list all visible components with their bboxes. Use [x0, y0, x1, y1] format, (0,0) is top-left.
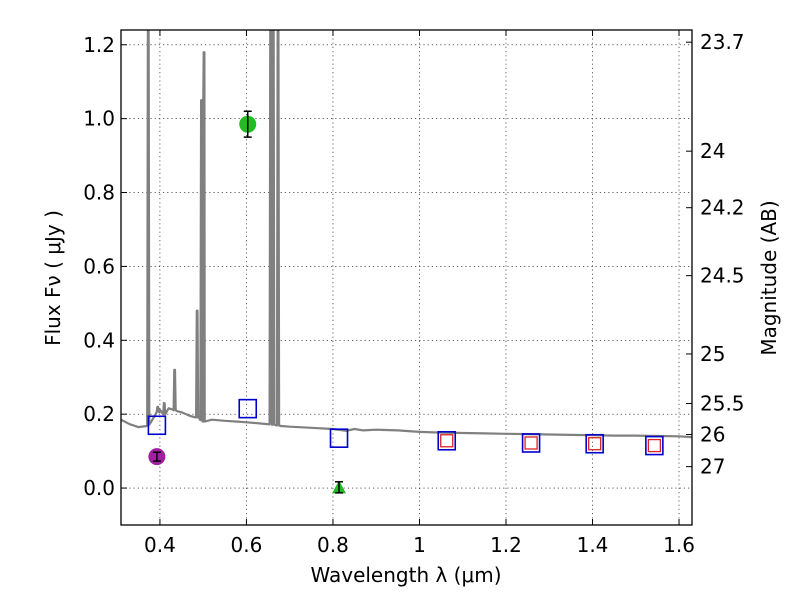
x-tick-label: 0.6 [231, 533, 263, 557]
mag-tick-label: 24.2 [700, 196, 745, 220]
observed-nir-square [440, 434, 454, 448]
model-photometry-square [585, 433, 604, 454]
y-tick-label: 0.6 [83, 254, 115, 278]
x-tick-label: 0.4 [144, 533, 176, 557]
grid-lines [121, 30, 692, 525]
mag-tick-label: 24 [700, 139, 725, 163]
mag-tick-label: 23.7 [700, 30, 745, 54]
sed-model-line [121, 30, 692, 439]
x-tick-label: 0.8 [317, 533, 349, 557]
plot-frame [120, 29, 693, 526]
y-axis-label: Flux Fν ( μJy ) [41, 210, 65, 346]
x-tick-label: 1 [413, 533, 426, 557]
x-tick-label: 1.6 [663, 533, 695, 557]
y-tick-label: 0.8 [83, 181, 115, 205]
mag-tick-label: 25 [700, 342, 725, 366]
mag-tick-label: 25.5 [700, 391, 745, 415]
observed-nir-square [647, 438, 662, 453]
mag-tick-label: 26 [700, 422, 725, 446]
mag-tick-label: 24.5 [700, 264, 745, 288]
model-photometry-square [437, 430, 457, 451]
y-tick-label: 0.2 [83, 402, 115, 426]
model-photometry-square [329, 428, 349, 448]
x-axis-label: Wavelength λ (μm) [310, 563, 501, 587]
y-tick-label: 0.4 [83, 328, 115, 352]
model-photometry-square [521, 433, 541, 453]
y-tick-label: 0.0 [83, 476, 115, 500]
model-photometry-square [147, 415, 167, 436]
y2-axis-label: Magnitude (AB) [757, 200, 781, 355]
observed-nir-square [588, 437, 602, 451]
x-tick-label: 1.4 [577, 533, 609, 557]
x-tick-label: 1.2 [490, 533, 522, 557]
plot-background [121, 30, 692, 525]
model-photometry-square [238, 398, 258, 419]
mag-tick-label: 27 [700, 455, 725, 479]
observed-nir-square [524, 436, 538, 450]
y-tick-label: 1.0 [83, 107, 115, 131]
points-layer [147, 110, 664, 494]
ticks-layer: 0.4 0.6 0.8 1 1.2 1.4 1.6 0.0 0.2 0.4 0.6 0.8 1.0 1.2… [83, 30, 745, 557]
y-tick-label: 1.2 [83, 33, 115, 57]
model-photometry-square [645, 435, 664, 456]
sed-model-layer [121, 30, 692, 439]
